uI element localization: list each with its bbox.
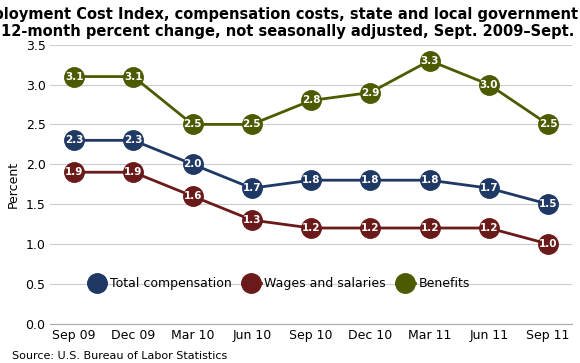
Text: 2.5: 2.5 <box>183 119 202 129</box>
Text: 1.2: 1.2 <box>420 223 439 233</box>
Text: 2.5: 2.5 <box>539 119 557 129</box>
Total compensation <box>71 138 78 143</box>
Text: 2.3: 2.3 <box>124 135 143 145</box>
Y-axis label: Percent: Percent <box>7 160 20 208</box>
Benefits <box>485 82 492 87</box>
Line: Total compensation: Total compensation <box>64 131 558 214</box>
Text: 3.3: 3.3 <box>420 56 439 66</box>
Benefits <box>367 90 374 95</box>
Total compensation <box>130 138 137 143</box>
Wages and salaries <box>130 170 137 174</box>
Total compensation <box>426 178 433 182</box>
Text: 1.8: 1.8 <box>361 175 379 185</box>
Line: Benefits: Benefits <box>64 51 558 134</box>
Wages and salaries <box>307 226 314 230</box>
Text: 2.5: 2.5 <box>242 119 261 129</box>
Text: 1.2: 1.2 <box>302 223 320 233</box>
Text: 1.9: 1.9 <box>65 167 84 177</box>
Line: Wages and salaries: Wages and salaries <box>64 163 558 254</box>
Legend: Total compensation, Wages and salaries, Benefits: Total compensation, Wages and salaries, … <box>83 272 475 295</box>
Wages and salaries <box>426 226 433 230</box>
Total compensation <box>189 162 196 166</box>
Text: 2.9: 2.9 <box>361 87 379 98</box>
Benefits <box>545 122 552 127</box>
Benefits <box>307 98 314 103</box>
Text: 1.3: 1.3 <box>242 215 261 225</box>
Wages and salaries <box>545 242 552 246</box>
Total compensation <box>307 178 314 182</box>
Text: 1.7: 1.7 <box>480 183 498 193</box>
Benefits <box>189 122 196 127</box>
Text: 1.5: 1.5 <box>539 199 557 209</box>
Text: 1.7: 1.7 <box>242 183 261 193</box>
Text: 2.8: 2.8 <box>302 95 320 106</box>
Total compensation <box>545 202 552 206</box>
Text: 1.0: 1.0 <box>539 239 557 249</box>
Text: 3.1: 3.1 <box>124 72 143 82</box>
Benefits <box>130 74 137 79</box>
Text: 1.2: 1.2 <box>480 223 498 233</box>
Text: 2.3: 2.3 <box>65 135 84 145</box>
Text: 1.6: 1.6 <box>183 191 202 201</box>
Benefits <box>248 122 255 127</box>
Title: Employment Cost Index, compensation costs, state and local government workers,
1: Employment Cost Index, compensation cost… <box>0 7 580 39</box>
Text: 2.0: 2.0 <box>183 159 202 169</box>
Text: Source: U.S. Bureau of Labor Statistics: Source: U.S. Bureau of Labor Statistics <box>12 351 227 362</box>
Wages and salaries <box>485 226 492 230</box>
Text: 1.9: 1.9 <box>124 167 143 177</box>
Text: 1.8: 1.8 <box>420 175 439 185</box>
Wages and salaries <box>71 170 78 174</box>
Wages and salaries <box>367 226 374 230</box>
Benefits <box>71 74 78 79</box>
Total compensation <box>367 178 374 182</box>
Total compensation <box>248 186 255 190</box>
Text: 3.1: 3.1 <box>65 72 84 82</box>
Text: 3.0: 3.0 <box>480 79 498 90</box>
Wages and salaries <box>189 194 196 198</box>
Total compensation <box>485 186 492 190</box>
Benefits <box>426 58 433 63</box>
Wages and salaries <box>248 218 255 222</box>
Text: 1.8: 1.8 <box>302 175 320 185</box>
Text: 1.2: 1.2 <box>361 223 379 233</box>
